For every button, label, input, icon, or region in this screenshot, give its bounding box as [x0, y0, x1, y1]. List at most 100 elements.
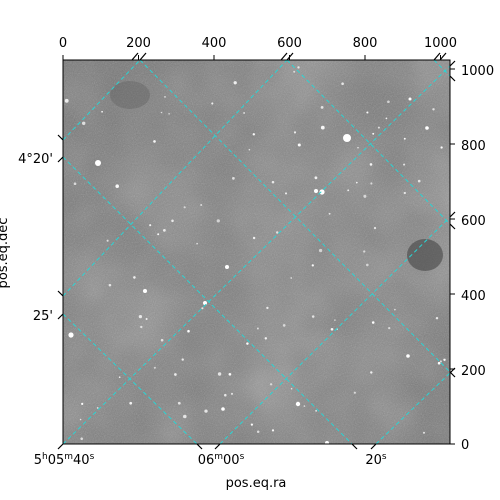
grid-line	[219, 216, 450, 444]
wcs-tick	[351, 443, 358, 450]
star	[196, 242, 198, 245]
bright-star	[225, 265, 229, 269]
star	[204, 409, 208, 413]
sky-image	[63, 60, 450, 444]
star	[181, 358, 184, 361]
star	[183, 414, 187, 419]
top-tick-label: 800	[353, 36, 378, 51]
wcs-tick	[57, 290, 64, 297]
wcs-tick	[449, 75, 456, 82]
right-tick-label: 1000	[461, 64, 494, 79]
star	[250, 423, 254, 426]
stars	[64, 66, 446, 444]
star	[149, 224, 152, 227]
star	[101, 110, 103, 113]
star	[200, 204, 203, 206]
star	[328, 212, 331, 215]
star	[311, 315, 315, 318]
grid-line	[286, 60, 450, 225]
dec-tick-label: 25'	[33, 309, 53, 324]
top-tick-label: 400	[202, 36, 227, 51]
star	[252, 236, 256, 240]
star	[177, 401, 181, 405]
bright-star	[314, 189, 318, 193]
star	[145, 318, 148, 320]
star	[138, 314, 143, 319]
star	[256, 430, 260, 433]
star	[271, 429, 275, 432]
dec-tick-label: 4°20'	[18, 152, 53, 167]
star	[366, 263, 369, 267]
star	[115, 184, 119, 188]
star	[357, 146, 359, 149]
star	[118, 376, 121, 379]
bright-star	[95, 160, 101, 166]
star	[439, 360, 442, 363]
star	[437, 361, 441, 365]
star	[341, 82, 344, 86]
grid-line	[63, 65, 450, 444]
wcs-tick	[139, 52, 147, 61]
grid-line	[63, 313, 198, 444]
wcs-tick	[433, 52, 441, 61]
star	[347, 189, 350, 192]
star	[303, 405, 306, 407]
star	[443, 358, 446, 361]
star	[293, 70, 296, 73]
wcs-tick	[57, 134, 64, 141]
star	[318, 248, 323, 253]
star	[73, 182, 77, 186]
star	[440, 146, 443, 149]
star	[64, 98, 69, 103]
bright-star	[408, 97, 412, 101]
bright-star	[295, 401, 301, 407]
wcs-tick	[439, 52, 447, 61]
star	[231, 392, 233, 395]
star	[363, 250, 366, 253]
star	[217, 372, 222, 376]
star	[160, 338, 164, 342]
grid-line	[63, 60, 141, 141]
right-tick-label: 600	[461, 214, 486, 229]
star	[82, 121, 86, 126]
image-frame	[62, 59, 451, 445]
wcs-tick	[449, 371, 456, 378]
star	[140, 325, 143, 329]
star	[422, 431, 426, 434]
x-axis-title: pos.eq.ra	[226, 476, 287, 491]
star	[432, 108, 435, 111]
grid-line	[375, 372, 450, 444]
star	[171, 219, 174, 223]
star	[417, 179, 421, 183]
star	[133, 276, 136, 279]
star	[290, 387, 293, 390]
star	[394, 308, 396, 311]
star	[243, 112, 246, 114]
right-tick-label: 800	[461, 139, 486, 154]
star	[153, 366, 156, 369]
bright-star	[425, 126, 429, 130]
star	[183, 206, 186, 209]
grid-line	[63, 60, 288, 297]
star	[320, 125, 325, 130]
axis-ticks	[57, 52, 456, 450]
star	[403, 137, 406, 140]
wcs-tick	[449, 60, 456, 67]
star	[264, 337, 268, 340]
wcs-tick	[214, 443, 221, 450]
top-tick-label: 200	[126, 36, 151, 51]
star	[248, 148, 251, 151]
star	[256, 327, 259, 330]
star	[297, 66, 300, 69]
coordinate-grid	[63, 60, 450, 444]
star	[269, 383, 273, 386]
star	[293, 131, 297, 134]
star	[164, 96, 166, 98]
dec-axis-labels: 4°20' 25'	[18, 152, 53, 324]
star	[353, 391, 356, 394]
star	[211, 102, 214, 105]
grid-line	[63, 156, 353, 444]
wcs-tick	[370, 443, 377, 450]
bright-star	[143, 289, 147, 293]
star	[314, 176, 318, 180]
